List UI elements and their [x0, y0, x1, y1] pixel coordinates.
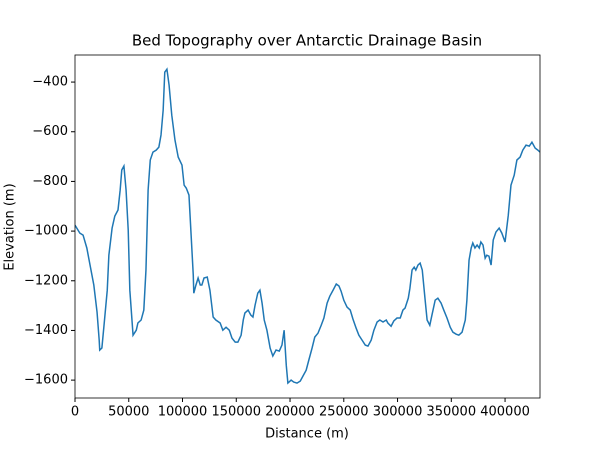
line-series [75, 67, 540, 385]
y-tick-label: −800 [32, 174, 68, 189]
x-tick-label: 350000 [426, 405, 476, 420]
y-tick-label: −400 [32, 75, 68, 90]
y-axis-label: Elevation (m) [3, 183, 18, 270]
y-tick-label: −1400 [24, 323, 68, 338]
y-tick-label: −1200 [24, 273, 68, 288]
x-tick-label: 0 [71, 405, 79, 420]
chart-title: Bed Topography over Antarctic Drainage B… [132, 32, 482, 50]
y-tick-label: −1600 [24, 373, 68, 388]
x-tick-label: 150000 [211, 405, 261, 420]
x-tick-label: 250000 [319, 405, 369, 420]
x-tick-label: 50000 [108, 405, 149, 420]
x-tick-label: 400000 [480, 405, 530, 420]
x-tick-label: 200000 [265, 405, 315, 420]
x-tick-label: 300000 [373, 405, 423, 420]
x-axis-label: Distance (m) [265, 427, 349, 442]
y-tick-label: −1000 [24, 224, 68, 239]
x-tick-label: 100000 [158, 405, 208, 420]
plot-frame [74, 54, 541, 399]
y-tick-label: −600 [32, 124, 68, 139]
